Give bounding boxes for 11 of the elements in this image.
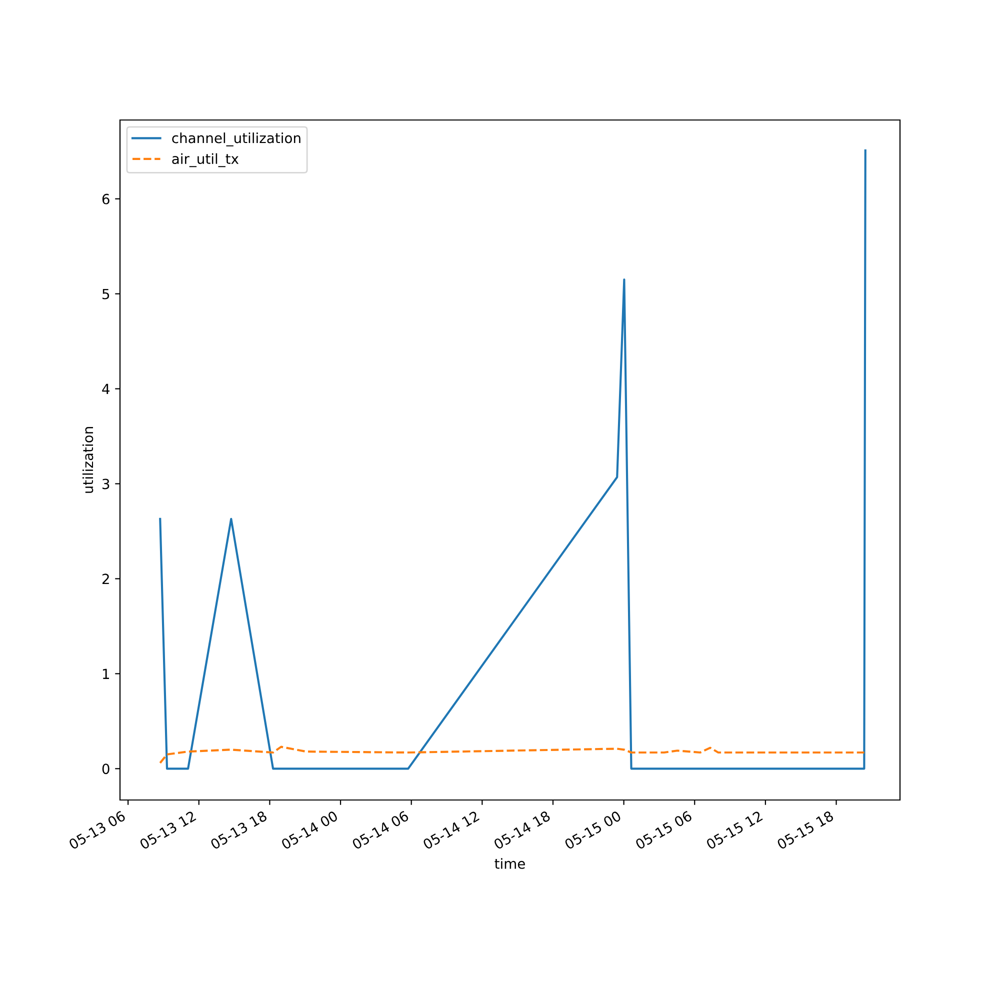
y-tick-label: 2 [102,574,109,584]
legend-label: channel_utilization [172,132,300,146]
y-tick-label: 4 [102,384,110,394]
y-axis-title: utilization [82,427,94,493]
y-tick-label: 3 [102,478,110,490]
legend-label: air_util_tx [172,153,239,168]
x-axis-title: time [494,858,525,869]
y-tick-label: 0 [102,764,110,774]
y-tick-label: 6 [102,194,110,204]
y-tick-label: 5 [102,288,110,300]
y-tick-label: 1 [102,668,109,679]
